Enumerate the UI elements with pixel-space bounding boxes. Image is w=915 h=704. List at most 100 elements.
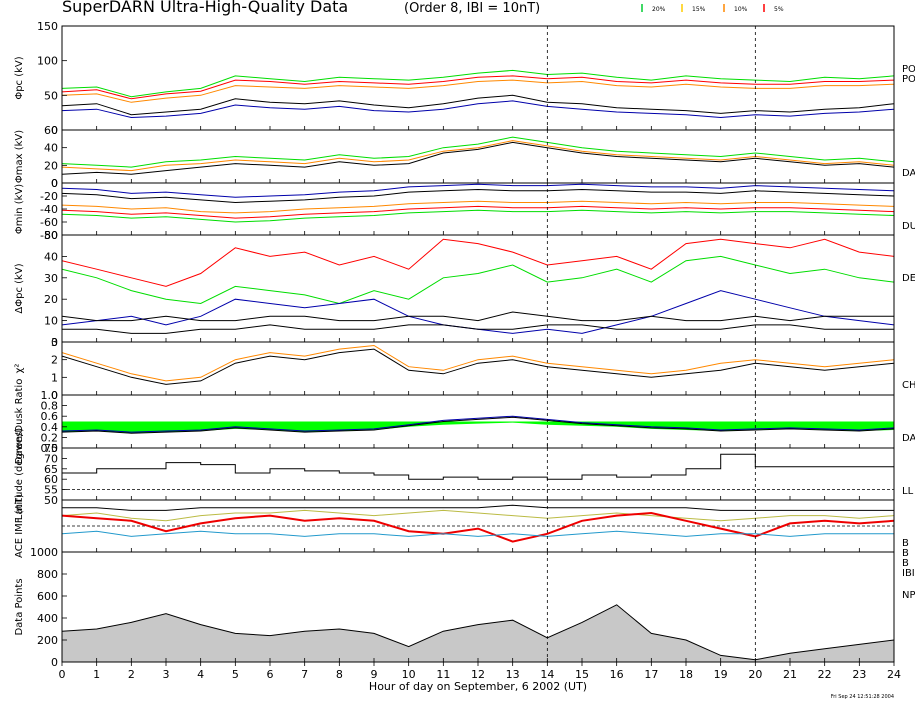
series-imf-0 bbox=[62, 504, 894, 511]
xtick-label-3: 3 bbox=[163, 668, 170, 681]
plot-area-imf bbox=[62, 500, 894, 552]
series-ratio-1 bbox=[62, 416, 894, 434]
right-label-points-0: NP bbox=[902, 590, 915, 601]
xtick-label-17: 17 bbox=[644, 668, 658, 681]
ytick-label-phi_max-1: 40 bbox=[44, 142, 58, 155]
ytick-label-latitude-4: 55 bbox=[44, 484, 58, 497]
ytick-label-chi2-0: 3 bbox=[51, 336, 58, 349]
right-label-phi_pc-0: PO bbox=[902, 64, 915, 75]
ytick-label-ratio-3: 0.4 bbox=[41, 421, 59, 434]
right-label-chi2-0: CH bbox=[902, 380, 915, 391]
plot-area-latitude bbox=[62, 448, 894, 500]
right-label-delta_phi-0: DE bbox=[902, 273, 915, 284]
plot-area-ratio bbox=[62, 395, 894, 448]
timestamp: Fri Sep 24 12:51:28 2004 bbox=[831, 694, 894, 700]
ytick-label-phi_min-4: -80 bbox=[40, 229, 58, 242]
ytick-label-phi_pc-3: 0 bbox=[51, 124, 58, 137]
plot-area-phi_min bbox=[62, 183, 894, 235]
series-phi_pc-1 bbox=[62, 75, 894, 100]
ytick-label-ratio-0: 1.0 bbox=[41, 389, 59, 402]
ytick-label-delta_phi-3: 20 bbox=[44, 293, 58, 306]
panel-phi_min: 0-20-40-60-80 Φmin (kV) DU bbox=[14, 177, 915, 242]
panel-chi2: 3 2 1 0 χ² CH bbox=[14, 336, 915, 402]
xtick-label-21: 21 bbox=[783, 668, 797, 681]
xtick-label-14: 14 bbox=[540, 668, 554, 681]
xtick-label-24: 24 bbox=[887, 668, 901, 681]
ytick-label-points-5: 0 bbox=[51, 656, 58, 669]
ylabel-ratio: Dawn/Dusk Ratio bbox=[14, 379, 25, 465]
xtick-label-16: 16 bbox=[610, 668, 624, 681]
ytick-label-delta_phi-0: 50 bbox=[44, 229, 58, 242]
figure-title: SuperDARN Ultra-High-Quality Data bbox=[62, 0, 348, 16]
series-phi_pc-4 bbox=[62, 100, 894, 119]
series-delta_phi-4 bbox=[62, 324, 894, 334]
ytick-label-latitude-0: 75 bbox=[44, 442, 58, 455]
xtick-label-18: 18 bbox=[679, 668, 693, 681]
ytick-label-phi_min-3: -60 bbox=[40, 216, 58, 229]
ytick-label-phi_max-0: 60 bbox=[44, 124, 58, 137]
series-latitude-0 bbox=[62, 453, 894, 480]
ytick-label-ratio-5: 0.0 bbox=[41, 442, 59, 455]
series-ratio-0 bbox=[62, 415, 894, 433]
ytick-label-latitude-5: 50 bbox=[44, 494, 58, 507]
series-phi_min-4 bbox=[62, 209, 894, 223]
ytick-label-latitude-3: 60 bbox=[44, 473, 58, 486]
ytick-label-phi_pc-0: 150 bbox=[37, 20, 58, 33]
xtick-label-12: 12 bbox=[471, 668, 485, 681]
series-phi_max-2 bbox=[62, 141, 894, 175]
ytick-label-points-1: 800 bbox=[37, 568, 58, 581]
xtick-label-6: 6 bbox=[267, 668, 274, 681]
xtick-label-13: 13 bbox=[506, 668, 520, 681]
xtick-label-15: 15 bbox=[575, 668, 589, 681]
x-axis: 0 1 2 3 4 5 6 7 8 9 10 11 12 13 14 15 16 17 18 19 20 21 22 23 24 bbox=[59, 662, 901, 681]
ytick-label-points-3: 400 bbox=[37, 612, 58, 625]
ytick-label-latitude-2: 65 bbox=[44, 463, 58, 476]
ytick-label-phi_min-2: -40 bbox=[40, 203, 58, 216]
xtick-label-22: 22 bbox=[818, 668, 832, 681]
xtick-label-4: 4 bbox=[197, 668, 204, 681]
ytick-label-points-2: 600 bbox=[37, 590, 58, 603]
right-label-imf-1: B bbox=[902, 548, 909, 559]
legend-label-0: 20% bbox=[652, 6, 666, 13]
xtick-label-2: 2 bbox=[128, 668, 135, 681]
fill-area-points bbox=[62, 604, 894, 662]
right-label-ratio-0: DAY bbox=[902, 433, 915, 444]
ytick-label-latitude-1: 70 bbox=[44, 452, 58, 465]
plot-area-chi2 bbox=[62, 342, 894, 395]
xtick-label-19: 19 bbox=[714, 668, 728, 681]
plot-area-phi_pc bbox=[62, 26, 894, 130]
ytick-label-phi_max-2: 20 bbox=[44, 159, 58, 172]
ylabel-imf: ACE IMF (nT) bbox=[14, 494, 25, 558]
ytick-label-delta_phi-4: 10 bbox=[44, 315, 58, 328]
ytick-label-points-4: 200 bbox=[37, 634, 58, 647]
ytick-label-ratio-2: 0.6 bbox=[41, 410, 59, 423]
ylabel-phi_max: Φmax (kV) bbox=[14, 130, 25, 183]
ylabel-delta_phi: ΔΦpc (kV) bbox=[14, 263, 25, 313]
ytick-label-phi_pc-1: 100 bbox=[37, 55, 58, 68]
ytick-label-delta_phi-5: 0 bbox=[51, 336, 58, 349]
xtick-label-1: 1 bbox=[93, 668, 100, 681]
legend-label-3: 5% bbox=[774, 6, 784, 13]
xtick-label-8: 8 bbox=[336, 668, 343, 681]
figure-subtitle: (Order 8, IBI = 10nT) bbox=[404, 1, 540, 16]
series-phi_max-0 bbox=[62, 136, 894, 168]
fill-area-ratio bbox=[62, 421, 894, 434]
plot-area-delta_phi bbox=[62, 235, 894, 342]
legend-label-1: 15% bbox=[692, 6, 706, 13]
ytick-label-chi2-1: 2 bbox=[51, 354, 58, 367]
ytick-label-phi_pc-2: 50 bbox=[44, 89, 58, 102]
series-delta_phi-3 bbox=[62, 311, 894, 322]
xtick-label-9: 9 bbox=[371, 668, 378, 681]
ytick-label-chi2-3: 0 bbox=[51, 389, 58, 402]
series-imf-3 bbox=[62, 530, 894, 537]
ytick-label-chi2-2: 1 bbox=[51, 371, 58, 384]
ylabel-chi2: χ² bbox=[14, 364, 25, 374]
xtick-label-5: 5 bbox=[232, 668, 239, 681]
right-label-imf-0: B bbox=[902, 538, 909, 549]
series-chi2-1 bbox=[62, 348, 894, 385]
right-label-phi_min-0: DU bbox=[902, 221, 915, 232]
x-axis-label: Hour of day on September, 6 2002 (UT) bbox=[369, 680, 587, 693]
